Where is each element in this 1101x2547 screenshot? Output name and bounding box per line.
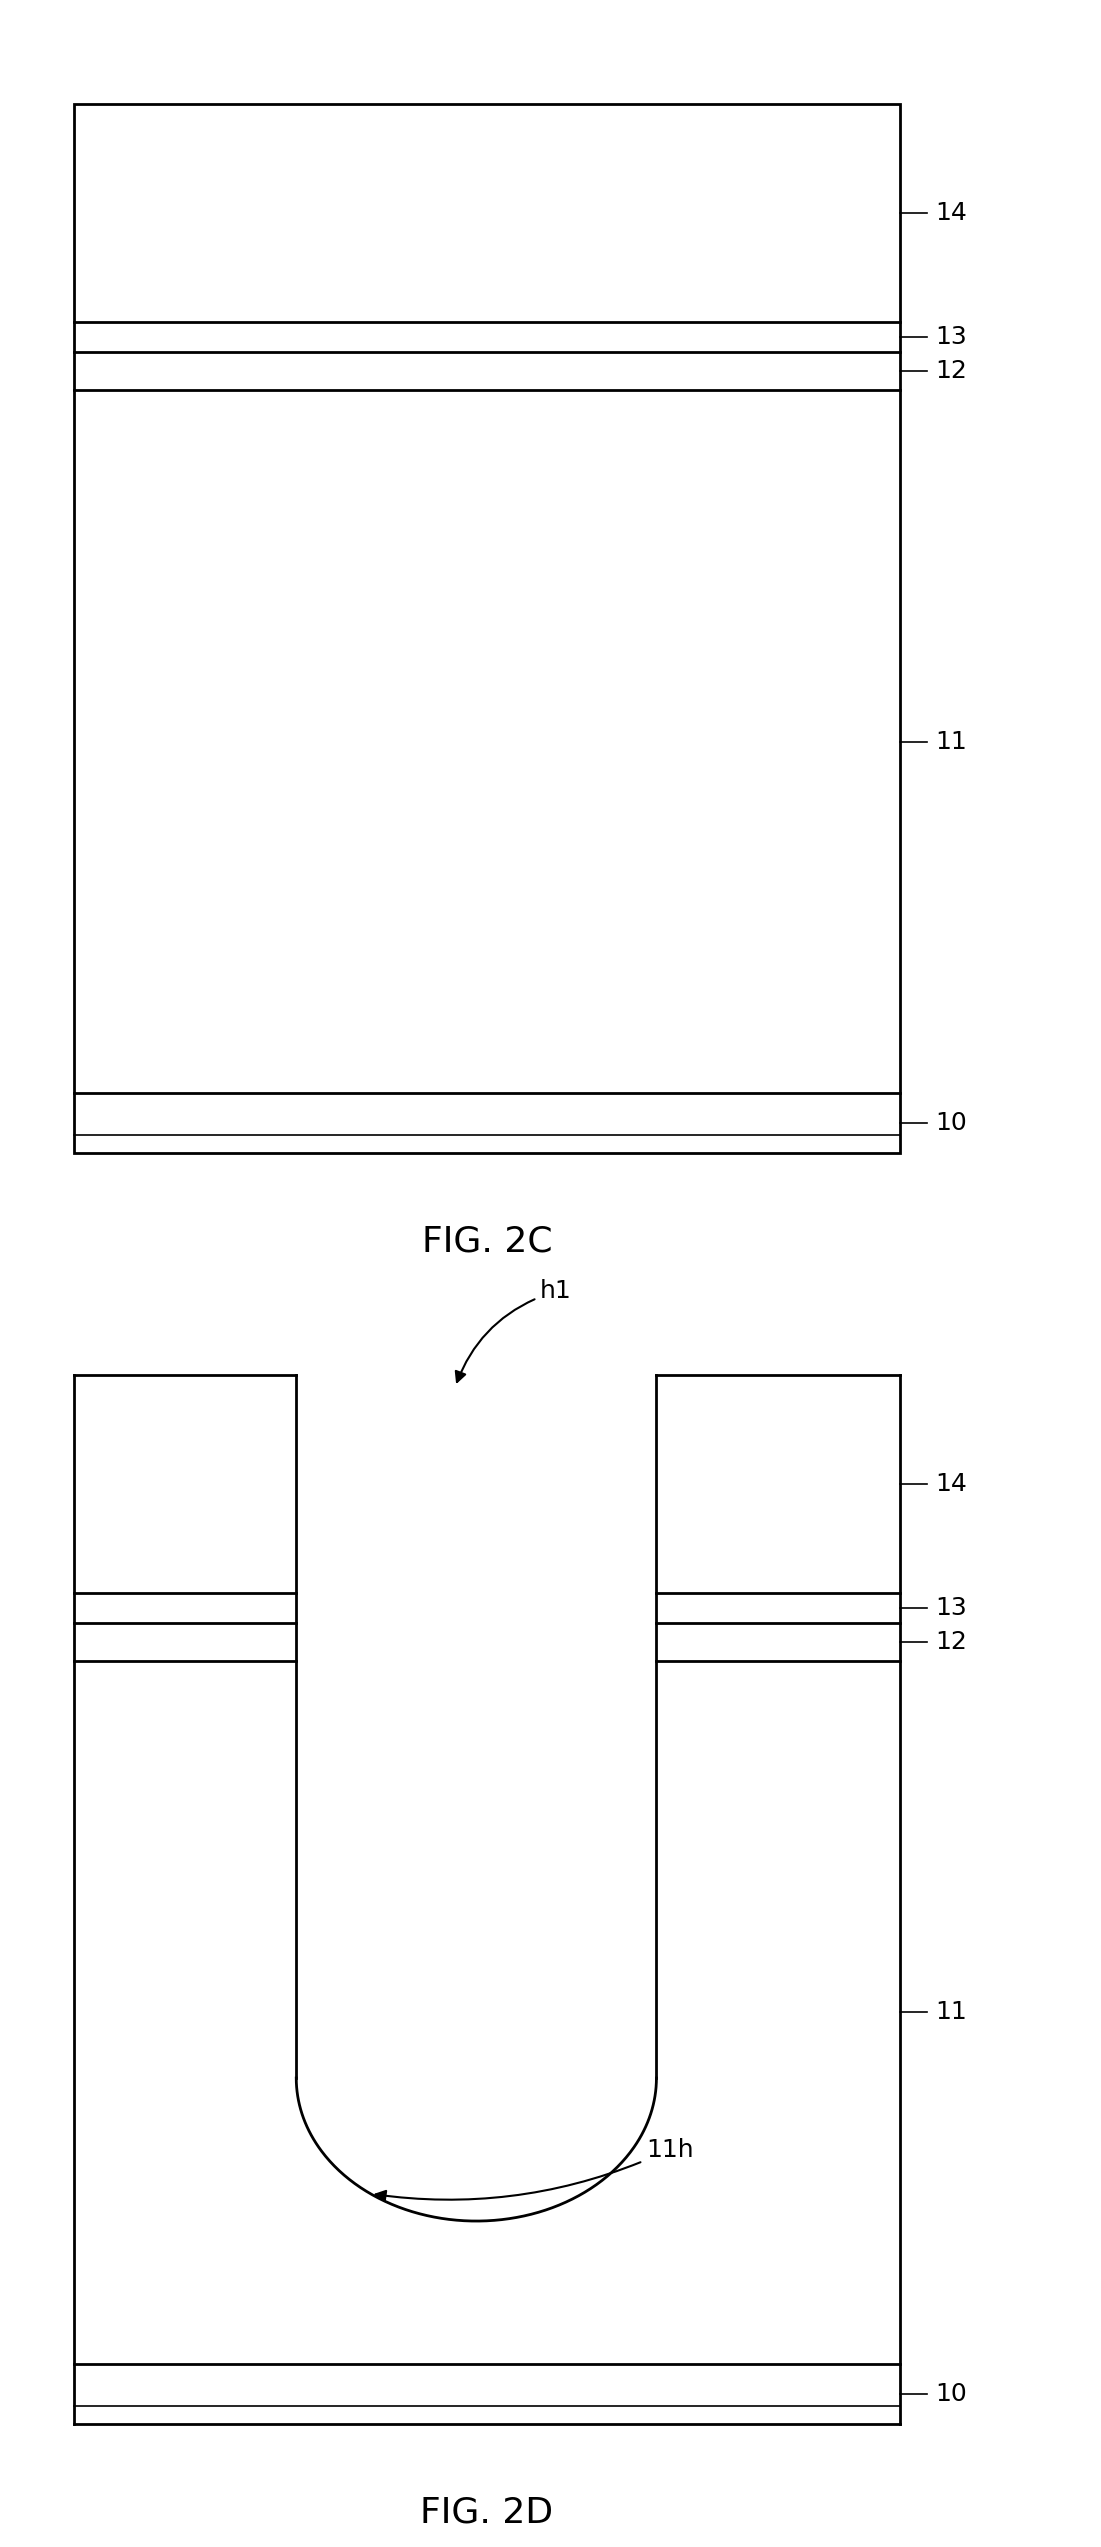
Text: 11: 11	[935, 1999, 967, 2025]
Text: 10: 10	[935, 2381, 967, 2407]
Text: 12: 12	[935, 359, 967, 382]
Text: 12: 12	[935, 1630, 967, 1653]
Text: FIG. 2D: FIG. 2D	[421, 2496, 554, 2529]
Text: 14: 14	[935, 1472, 967, 1495]
Text: 13: 13	[935, 1597, 967, 1620]
Text: 14: 14	[935, 201, 967, 224]
Text: FIG. 2C: FIG. 2C	[422, 1225, 553, 1258]
Text: 11: 11	[935, 731, 967, 754]
Bar	[74, 104, 901, 1154]
Text: 10: 10	[935, 1110, 967, 1136]
Text: 13: 13	[935, 326, 967, 349]
Text: 11h: 11h	[375, 2137, 694, 2201]
Text: h1: h1	[456, 1279, 571, 1383]
